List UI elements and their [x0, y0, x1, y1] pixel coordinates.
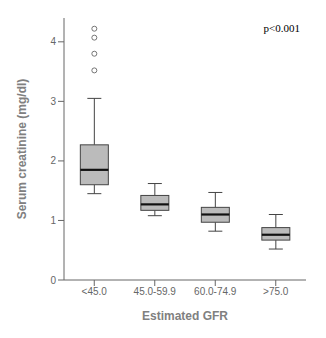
svg-text:0: 0: [50, 275, 56, 286]
svg-text:3: 3: [50, 96, 56, 107]
svg-text:>75.0: >75.0: [263, 286, 289, 297]
svg-text:1: 1: [50, 215, 56, 226]
svg-text:45.0-59.9: 45.0-59.9: [134, 286, 177, 297]
svg-text:4: 4: [50, 36, 56, 47]
svg-text:<45.0: <45.0: [82, 286, 108, 297]
svg-text:60.0-74.9: 60.0-74.9: [194, 286, 237, 297]
svg-text:Serum creatinine (mg/dl): Serum creatinine (mg/dl): [15, 79, 29, 220]
html-text:p<0.001: p<0.001: [263, 22, 300, 34]
svg-text:2: 2: [50, 155, 56, 166]
svg-text:Estimated GFR: Estimated GFR: [142, 309, 228, 323]
